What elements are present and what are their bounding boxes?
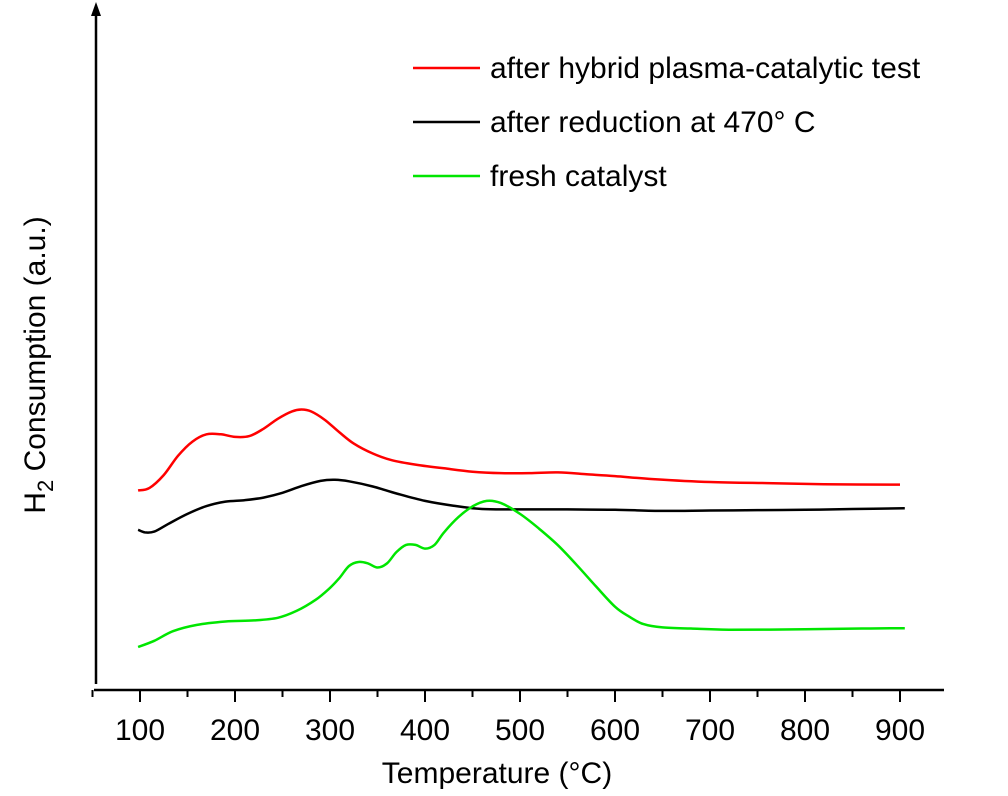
x-tick-label: 300 <box>305 714 355 747</box>
y-axis-title-main: H <box>19 492 52 514</box>
legend: after hybrid plasma-catalytic test after … <box>413 52 921 193</box>
x-tick-labels: 100 200 300 400 500 600 700 800 900 <box>115 714 925 747</box>
x-tick-label: 600 <box>590 714 640 747</box>
legend-label-1: after hybrid plasma-catalytic test <box>490 52 921 85</box>
series-line-2 <box>137 478 905 534</box>
x-tick-label: 700 <box>685 714 735 747</box>
x-tick-label: 400 <box>400 714 450 747</box>
x-tick-label: 800 <box>780 714 830 747</box>
y-axis-title-rest: Consumption (a.u.) <box>19 216 52 479</box>
series-line-1 <box>137 408 901 492</box>
y-axis-title: H2 Consumption (a.u.) <box>19 216 58 513</box>
x-tick-label: 500 <box>495 714 545 747</box>
x-axis-title: Temperature (°C) <box>382 757 612 790</box>
x-tick-label: 200 <box>210 714 260 747</box>
x-ticks <box>91 690 901 702</box>
series-lines <box>137 408 905 649</box>
legend-label-3: fresh catalyst <box>490 160 667 193</box>
series-line-3 <box>137 499 905 649</box>
y-axis-title-subscript: 2 <box>33 480 58 492</box>
x-tick-label: 900 <box>875 714 925 747</box>
x-tick-label: 100 <box>115 714 165 747</box>
legend-label-2: after reduction at 470° C <box>490 106 816 139</box>
